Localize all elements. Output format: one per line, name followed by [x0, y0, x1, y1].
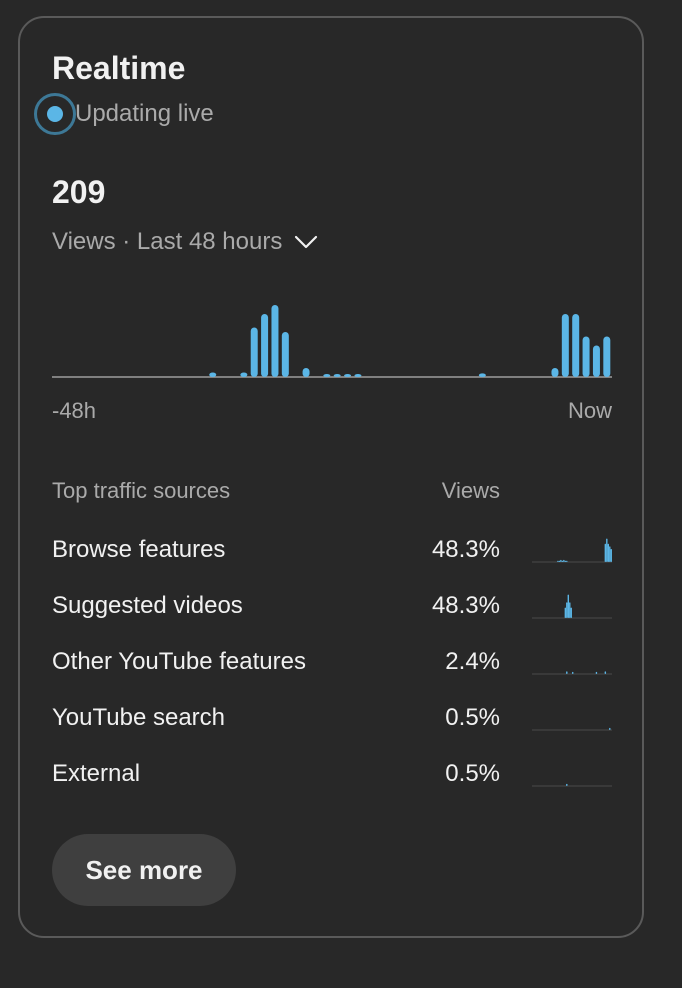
chart-bar	[572, 314, 580, 377]
traffic-percent: 48.3%	[431, 592, 500, 619]
chart-bar	[569, 602, 571, 618]
realtime-card	[18, 16, 644, 938]
chart-bar	[551, 368, 559, 377]
axis-start-label: -48h	[52, 398, 97, 423]
traffic-row: Browse features 48.3%	[52, 530, 612, 570]
chart-bar	[610, 549, 612, 562]
chart-bar	[566, 783, 568, 786]
traffic-source-label: Browse features	[52, 536, 226, 563]
chart-bar	[566, 602, 568, 618]
chart-bar	[344, 374, 352, 377]
chart-bar	[333, 374, 341, 377]
chart-bar	[250, 327, 258, 377]
chart-bar	[209, 372, 217, 377]
traffic-header-source: Top traffic sources	[52, 478, 231, 503]
chart-bar	[566, 671, 568, 674]
chart-bar	[281, 332, 289, 377]
chart-bar	[607, 543, 609, 562]
chart-bar	[271, 305, 279, 377]
chart-bar	[567, 594, 569, 618]
traffic-percent: 48.3%	[431, 536, 500, 563]
chart-bar	[302, 368, 310, 377]
chart-bar	[606, 538, 608, 562]
traffic-percent: 0.5%	[445, 760, 500, 787]
chart-bar	[609, 546, 611, 562]
chart-bar	[604, 543, 607, 562]
chart-bar	[354, 374, 362, 377]
traffic-source-label: External	[52, 760, 141, 787]
chart-bar	[563, 559, 565, 562]
chart-bar	[560, 559, 562, 562]
range-label: Views · Last 48 hours	[52, 228, 283, 255]
chart-bar	[558, 560, 561, 562]
views-count: 209	[52, 174, 106, 210]
chart-bar	[595, 671, 598, 674]
traffic-sparkline	[532, 727, 612, 731]
chart-bar	[582, 336, 590, 377]
chart-bar	[561, 314, 569, 377]
traffic-header-views: Views	[441, 478, 500, 503]
chart-bar	[564, 607, 567, 618]
see-more-button[interactable]: See more	[52, 834, 236, 906]
traffic-sparkline	[532, 671, 612, 675]
live-dot-icon	[34, 93, 76, 135]
chevron-down-icon	[295, 235, 318, 249]
traffic-row: Suggested videos 48.3%	[52, 586, 612, 626]
traffic-percent: 2.4%	[445, 648, 500, 675]
live-dot	[47, 106, 63, 122]
traffic-row: Other YouTube features 2.4%	[52, 642, 612, 682]
live-indicator: Updating live	[34, 90, 215, 138]
chart-bar	[592, 345, 600, 377]
card-title: Realtime	[52, 50, 186, 86]
traffic-source-label: Suggested videos	[52, 592, 243, 619]
chart-bar	[564, 560, 567, 562]
traffic-source-label: Other YouTube features	[52, 648, 306, 675]
traffic-sparkline	[532, 783, 612, 787]
chart-bar	[240, 372, 248, 377]
chart-bar	[572, 671, 574, 674]
traffic-percent: 0.5%	[445, 704, 500, 731]
chart-bar	[561, 560, 564, 562]
axis-end-label: Now	[567, 398, 612, 423]
chart-bar	[604, 671, 607, 674]
chart-bar	[323, 374, 331, 377]
chart-bar	[261, 314, 269, 377]
traffic-source-label: YouTube search	[52, 704, 226, 731]
traffic-sparkline	[532, 538, 612, 563]
chart-bar	[570, 607, 572, 618]
traffic-row: YouTube search 0.5%	[52, 698, 612, 738]
chart-bar	[609, 727, 611, 730]
chart-bar	[603, 336, 611, 377]
range-selector[interactable]: Views · Last 48 hours	[52, 228, 318, 256]
traffic-row: External 0.5%	[52, 754, 612, 794]
chart-bar	[478, 373, 486, 377]
chart-bar	[566, 560, 568, 562]
live-label: Updating live	[75, 100, 214, 127]
views-bar-chart	[52, 305, 612, 378]
chart-bar	[557, 560, 559, 562]
traffic-sparkline	[532, 594, 612, 619]
